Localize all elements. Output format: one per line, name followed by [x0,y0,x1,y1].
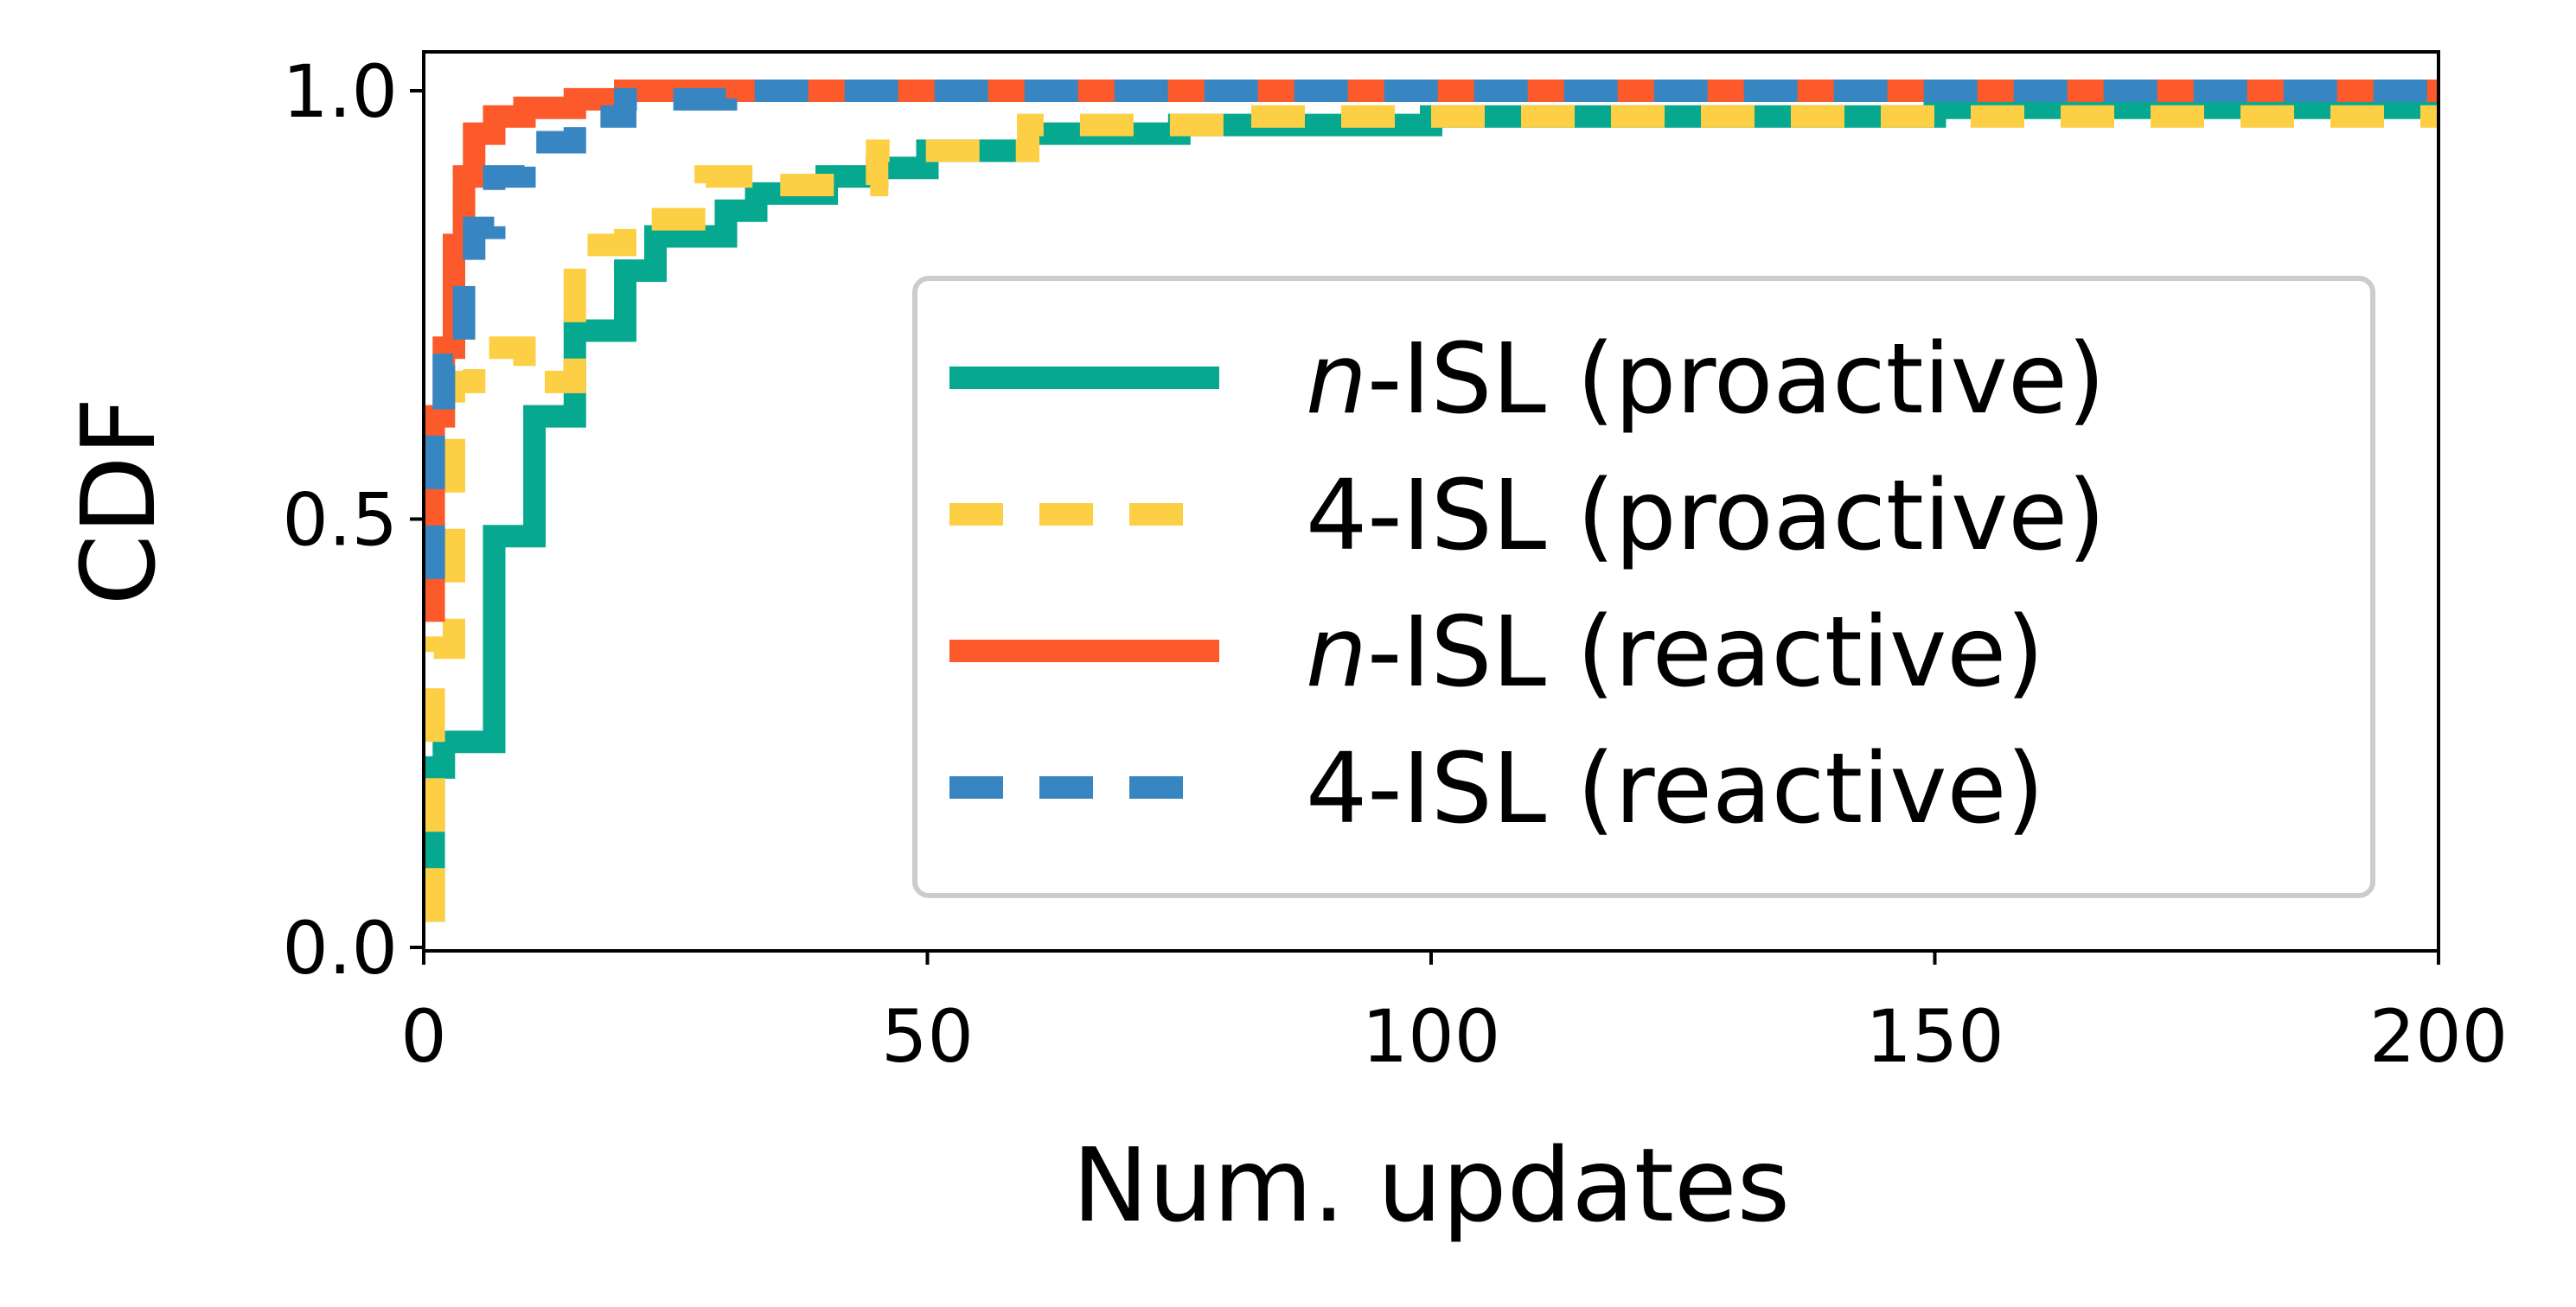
legend-label-4: 4-ISL (reactive) [1306,733,2044,845]
y-tick-label: 0.5 [282,478,398,563]
y-tick-label: 1.0 [282,49,398,134]
y-tick-label: 0.0 [282,906,398,991]
legend-label-2: 4-ISL (proactive) [1306,460,2106,572]
x-tick-label: 150 [1865,994,2004,1079]
x-axis: 0 50 100 150 200 [400,951,2508,1079]
series-line-2 [424,105,2439,922]
y-axis-title: CDF [59,397,178,605]
series-line-3 [424,80,2439,622]
x-tick-label: 200 [2369,994,2508,1079]
legend-box [912,276,2375,898]
x-tick-label: 100 [1362,994,1500,1079]
x-tick-label: 0 [400,994,446,1079]
legend-label-3: n-ISL (reactive) [1306,596,2044,709]
legend-label-1: n-ISL (proactive) [1306,323,2106,436]
y-axis: 0.0 0.5 1.0 [282,49,424,991]
legend: n-ISL (proactive) 4-ISL (proactive) n-ISL … [912,276,2375,898]
series-line-4 [424,80,2439,579]
series-layer [424,80,2439,922]
x-tick-label: 50 [881,994,974,1079]
x-axis-title: Num. updates [1072,1125,1790,1245]
